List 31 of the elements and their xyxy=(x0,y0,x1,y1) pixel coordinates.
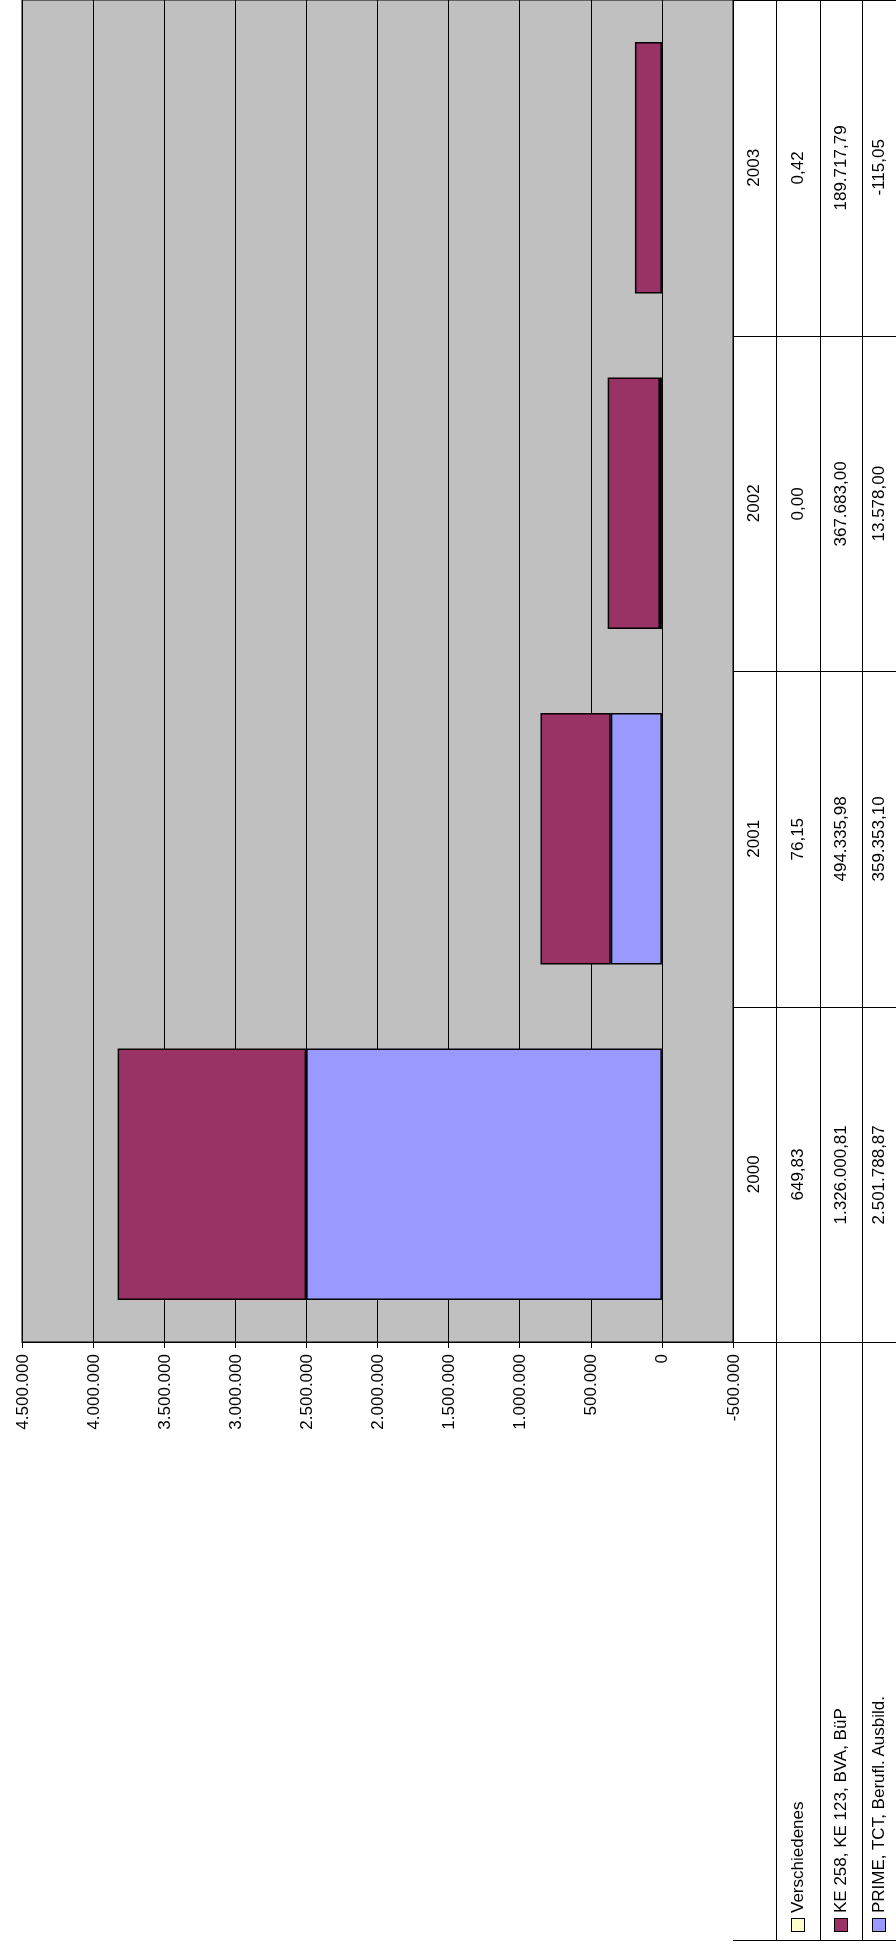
text: Verschiedenes xyxy=(788,1801,808,1913)
text: KE 258, KE 123, BVA, BüP xyxy=(831,1708,851,1913)
data-label: 494.335,98 xyxy=(830,795,851,884)
x-tick-label: 4.500.000 xyxy=(12,1354,32,1430)
y-tick-label: 2002 xyxy=(744,484,763,523)
data-label: -115,05 xyxy=(868,138,889,198)
data-label: 0,42 xyxy=(787,150,808,187)
bar xyxy=(607,377,660,630)
data-label: 0,00 xyxy=(787,485,808,522)
y-tick-label: 2000 xyxy=(744,1155,763,1194)
data-label: 1.326.000,81 xyxy=(830,1123,851,1226)
data-label: 2.501.788,87 xyxy=(868,1123,889,1226)
data-label: 359.353,10 xyxy=(868,795,889,884)
y-tick-label: 2001 xyxy=(744,819,763,858)
data-label: 649,83 xyxy=(787,1147,808,1203)
x-tick-label: 3.500.000 xyxy=(154,1354,174,1430)
text: PRIME, TCT, Berufl. Ausbild. xyxy=(869,1696,889,1913)
data-label: 13.578,00 xyxy=(868,464,889,544)
y-tick-label: 2003 xyxy=(744,148,763,187)
data-label: 189.717,79 xyxy=(830,124,851,213)
x-tick-label: 1.000.000 xyxy=(510,1354,530,1430)
x-tick-label: 2.500.000 xyxy=(296,1354,316,1430)
data-label: 367.683,00 xyxy=(830,459,851,548)
data-label: 76,15 xyxy=(787,816,808,863)
x-tick-label: 500.000 xyxy=(581,1354,601,1416)
x-tick-label: 3.000.000 xyxy=(225,1354,245,1430)
x-tick-label: 4.000.000 xyxy=(83,1354,103,1430)
x-tick-label: 2.000.000 xyxy=(368,1354,387,1430)
x-tick-label: -500.000 xyxy=(723,1354,743,1422)
x-tick-label: 1.500.000 xyxy=(439,1354,459,1430)
x-tick-label: 0 xyxy=(652,1354,672,1364)
